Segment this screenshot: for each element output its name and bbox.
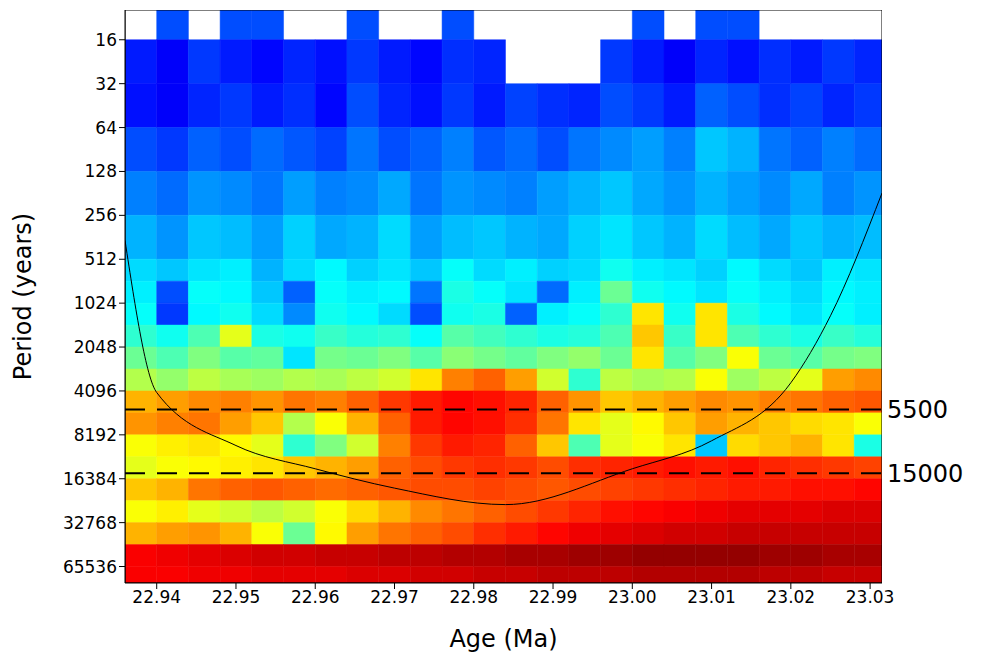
svg-text:23.00: 23.00: [608, 587, 657, 607]
svg-text:22.97: 22.97: [370, 587, 419, 607]
svg-text:64: 64: [95, 118, 117, 138]
svg-text:22.95: 22.95: [212, 587, 261, 607]
svg-text:23.02: 23.02: [767, 587, 816, 607]
svg-text:5500: 5500: [887, 396, 948, 424]
svg-text:512: 512: [85, 249, 117, 269]
svg-text:128: 128: [85, 161, 117, 181]
svg-text:22.98: 22.98: [449, 587, 498, 607]
svg-text:32768: 32768: [63, 513, 117, 533]
svg-text:22.99: 22.99: [529, 587, 578, 607]
svg-text:23.01: 23.01: [687, 587, 736, 607]
svg-text:2048: 2048: [74, 337, 117, 357]
svg-text:8192: 8192: [74, 425, 117, 445]
svg-text:1024: 1024: [74, 293, 117, 313]
svg-text:256: 256: [85, 205, 117, 225]
svg-text:Age (Ma): Age (Ma): [449, 625, 557, 653]
svg-text:4096: 4096: [74, 381, 117, 401]
svg-text:16384: 16384: [63, 469, 117, 489]
svg-text:22.96: 22.96: [291, 587, 340, 607]
svg-text:23.03: 23.03: [846, 587, 895, 607]
svg-text:65536: 65536: [63, 557, 117, 577]
svg-text:Period (years): Period (years): [9, 213, 37, 380]
svg-text:15000: 15000: [887, 460, 963, 488]
svg-text:32: 32: [95, 74, 117, 94]
svg-text:16: 16: [95, 30, 117, 50]
svg-text:22.94: 22.94: [132, 587, 181, 607]
